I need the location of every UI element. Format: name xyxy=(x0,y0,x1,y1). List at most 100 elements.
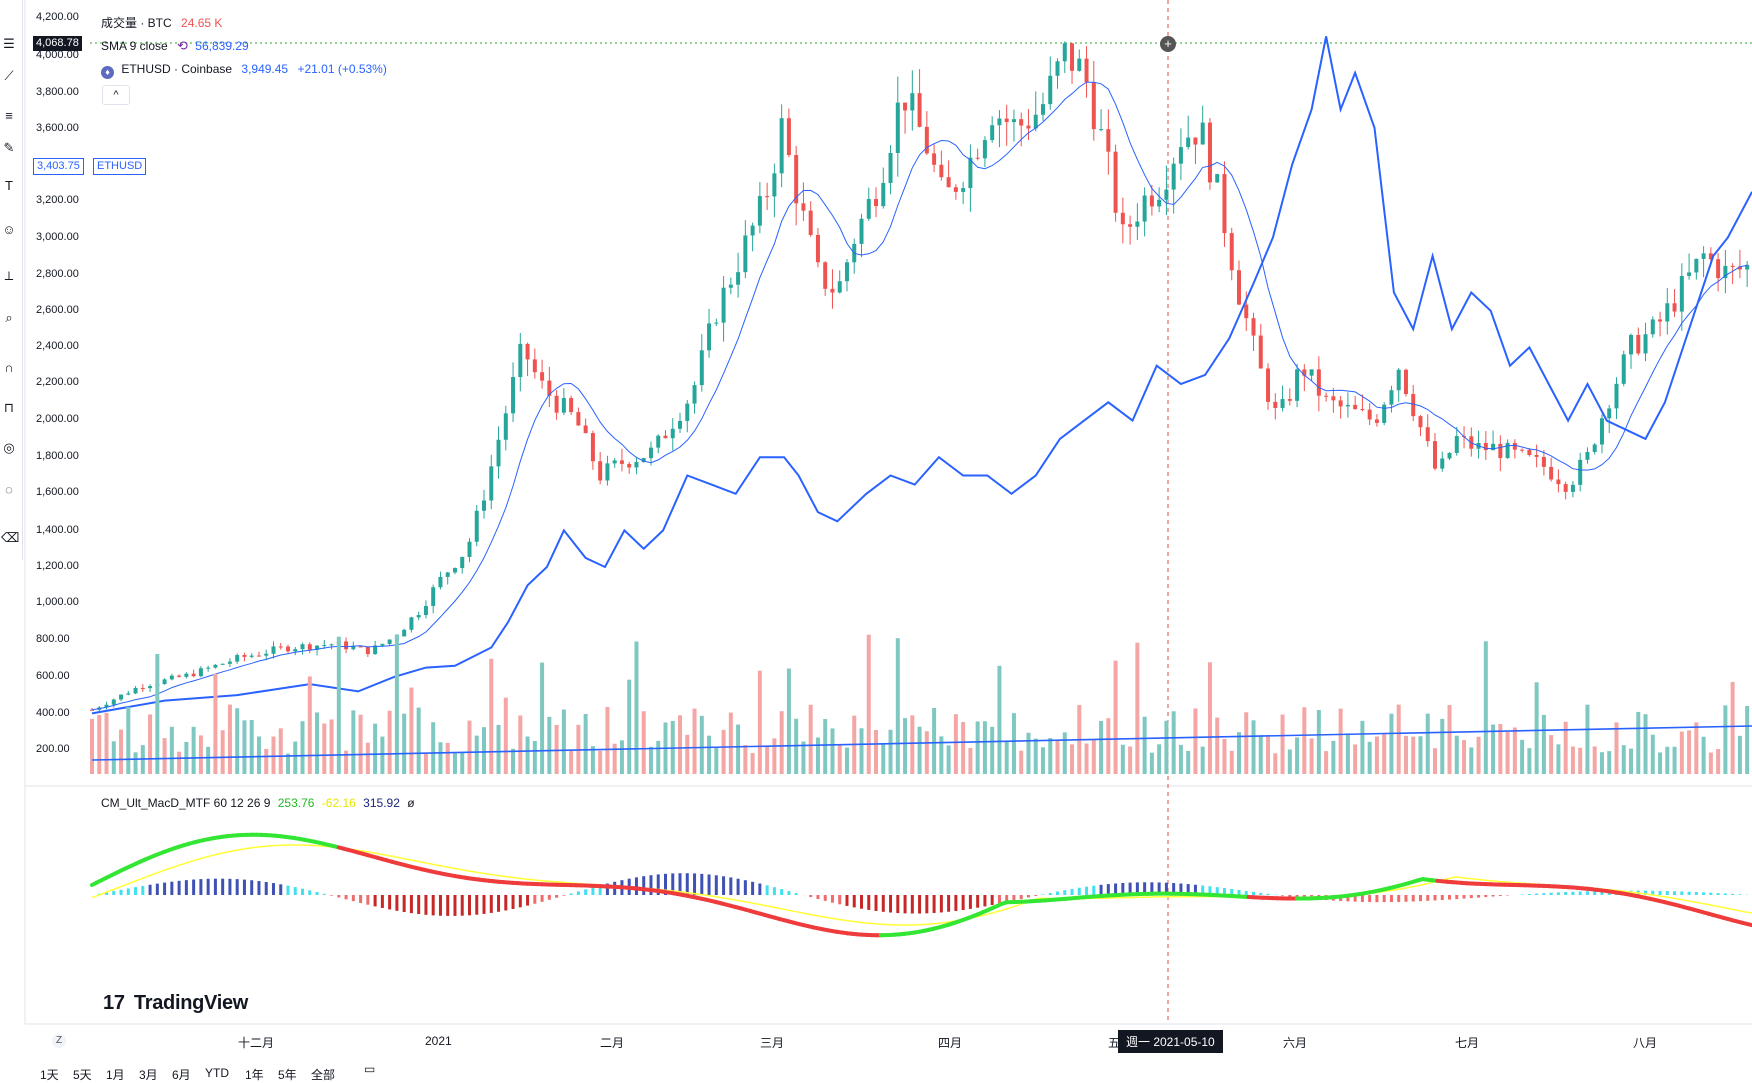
candle-body xyxy=(1048,76,1052,104)
volume-bar xyxy=(838,745,842,774)
volume-bar xyxy=(881,744,885,774)
macd-histogram-bar xyxy=(141,886,144,895)
candle-body xyxy=(910,93,914,110)
macd-histogram-bar xyxy=(395,895,398,911)
macd-histogram-bar xyxy=(1027,895,1030,897)
candle-body xyxy=(889,153,893,183)
volume-bar xyxy=(598,751,602,774)
candle-body xyxy=(1506,443,1510,458)
magnet-icon[interactable]: ∩ xyxy=(1,360,17,376)
volume-bar xyxy=(1070,744,1074,774)
volume-bar xyxy=(1593,746,1597,774)
macd-histogram-bar xyxy=(1404,895,1407,902)
range-button[interactable]: 6月 xyxy=(172,1066,191,1083)
price-axis-label: 800.00 xyxy=(36,633,70,645)
price-axis-label: 600.00 xyxy=(36,670,70,682)
calendar-icon[interactable]: ▭ xyxy=(364,1062,375,1076)
candle-body xyxy=(286,647,290,652)
candle-body xyxy=(693,385,697,404)
candle-body xyxy=(867,199,871,219)
range-button[interactable]: 5天 xyxy=(73,1066,92,1083)
candle-body xyxy=(555,396,559,413)
volume-bar xyxy=(1143,717,1147,774)
volume-bar xyxy=(961,722,965,774)
candle-body xyxy=(1389,390,1393,404)
brush-icon[interactable]: ✎ xyxy=(1,140,17,156)
macd-histogram-bar xyxy=(845,895,848,906)
volume-bar xyxy=(293,742,297,774)
macd-histogram-bar xyxy=(1666,891,1669,895)
macd-histogram-bar xyxy=(562,895,565,896)
candle-body xyxy=(533,359,537,372)
macd-histogram-bar xyxy=(475,895,478,915)
macd-histogram-bar xyxy=(1717,893,1720,895)
volume-bar xyxy=(1680,732,1684,774)
candle-body xyxy=(562,398,566,413)
time-axis-label: 二月 xyxy=(600,1034,624,1051)
text-icon[interactable]: T xyxy=(1,178,17,194)
volume-bar xyxy=(685,735,689,774)
volume-legend-label: 成交量 · BTC xyxy=(101,14,172,31)
volume-bar xyxy=(1709,753,1713,774)
range-button[interactable]: 3月 xyxy=(139,1066,158,1083)
macd-histogram-bar xyxy=(199,879,202,895)
range-button[interactable]: 1年 xyxy=(245,1066,264,1083)
timezone-button[interactable]: Z xyxy=(52,1034,66,1048)
symbol-legend[interactable]: ♦ ETHUSD · Coinbase 3,949.45 +21.01 (+0.… xyxy=(101,62,387,79)
volume-bar xyxy=(889,730,893,774)
candle-body xyxy=(1673,303,1677,311)
eye-off-icon[interactable]: ◌ xyxy=(1,482,17,498)
range-button[interactable]: 1天 xyxy=(40,1066,59,1083)
sma-legend[interactable]: SMA 9 close ⟲ 56,839.29 xyxy=(101,38,249,54)
volume-bar xyxy=(1099,721,1103,774)
volume-bar xyxy=(250,720,254,774)
sync-icon[interactable]: ⟲ xyxy=(177,38,188,54)
volume-bar xyxy=(199,735,203,774)
eye-icon[interactable]: ◎ xyxy=(1,440,17,456)
macd-histogram-bar xyxy=(853,895,856,907)
price-axis-label: 1,000.00 xyxy=(36,596,79,608)
ethereum-icon: ♦ xyxy=(101,66,114,79)
emoji-icon[interactable]: ☺ xyxy=(1,222,17,238)
ruler-icon[interactable]: ⟂ xyxy=(1,268,17,284)
macd-histogram-bar xyxy=(1521,894,1524,895)
macd-histogram-bar xyxy=(722,876,725,895)
macd-legend[interactable]: CM_Ult_MacD_MTF 60 12 26 9 253.76 -62.16… xyxy=(101,796,415,810)
volume-bar xyxy=(1506,732,1510,774)
macd-histogram-bar xyxy=(773,887,776,895)
collapse-legend-button[interactable]: ^ xyxy=(102,85,130,105)
volume-bar xyxy=(1026,733,1030,774)
lock-icon[interactable]: ⊓ xyxy=(1,400,17,416)
macd-histogram-bar xyxy=(831,895,834,903)
macd-histogram-bar xyxy=(1397,895,1400,902)
range-button[interactable]: 5年 xyxy=(278,1066,297,1083)
volume-bar xyxy=(1723,705,1727,774)
zoom-icon[interactable]: ⌕ xyxy=(1,310,17,326)
volume-bar xyxy=(1644,714,1648,774)
range-button[interactable]: 1月 xyxy=(106,1066,125,1083)
volume-bar xyxy=(228,705,232,774)
candle-body xyxy=(388,640,392,644)
trend-line-icon[interactable]: ⟋ xyxy=(1,68,17,84)
candle-body xyxy=(896,103,900,153)
candle-body xyxy=(823,262,827,289)
candle-body xyxy=(1665,303,1669,321)
macd-histogram-bar xyxy=(112,891,115,895)
candle-body xyxy=(1578,460,1582,485)
range-button[interactable]: 全部 xyxy=(311,1066,335,1083)
fib-icon[interactable]: ≡ xyxy=(1,108,17,124)
candle-body xyxy=(1658,319,1662,321)
candle-body xyxy=(838,281,842,292)
candle-body xyxy=(504,413,508,439)
volume-bar xyxy=(1128,747,1132,774)
trash-icon[interactable]: ⌫ xyxy=(1,530,17,546)
volume-legend[interactable]: 成交量 · BTC 24.65 K xyxy=(101,14,222,31)
candle-body xyxy=(119,695,123,700)
candle-body xyxy=(366,647,370,655)
candle-body xyxy=(279,646,283,647)
range-button[interactable]: YTD xyxy=(205,1066,229,1080)
candle-body xyxy=(1629,335,1633,354)
menu-icon[interactable]: ☰ xyxy=(1,36,17,52)
macd-histogram-bar xyxy=(279,884,282,895)
